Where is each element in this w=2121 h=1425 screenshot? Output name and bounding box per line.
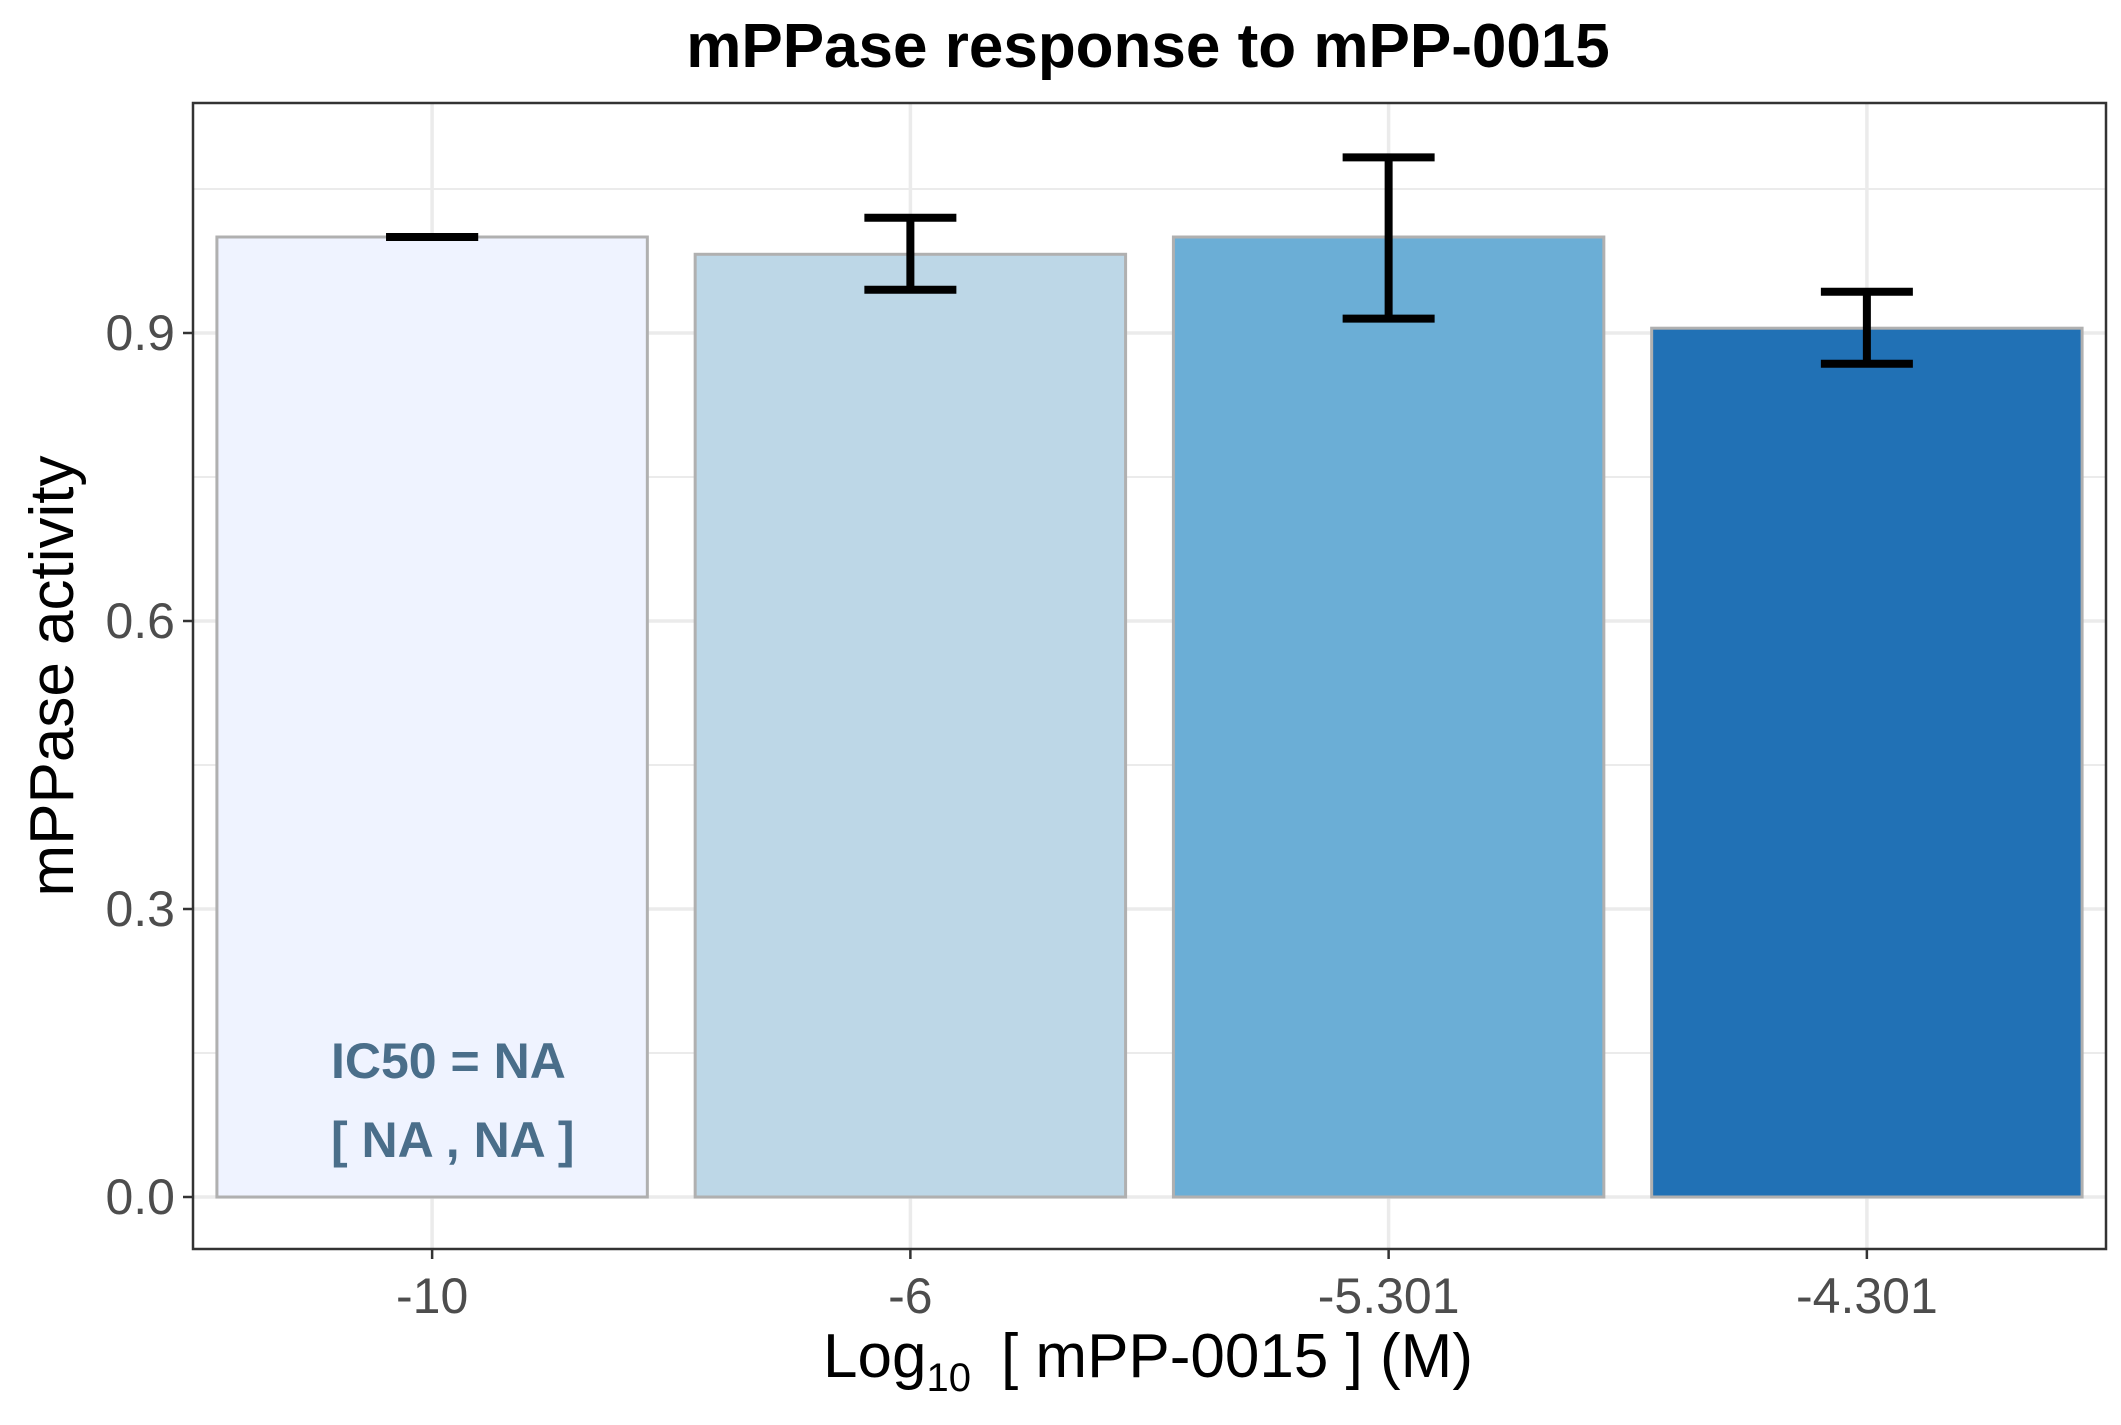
bar--10: [215, 235, 649, 1199]
y-tick-label: 0.0: [105, 1169, 175, 1225]
errorbar--6: [864, 213, 957, 294]
error-bars: [386, 153, 1913, 368]
bar--6: [693, 252, 1128, 1199]
errorbar--5.301: [1342, 153, 1435, 323]
ic50-label: IC50 = NA: [331, 1033, 566, 1089]
x-axis-title: Log10 [ mPP-0015 ] (M): [823, 1322, 1473, 1400]
y-tick-label: 0.9: [105, 305, 175, 361]
bars: [215, 235, 2084, 1199]
ic50-annotation: IC50 = NA [ NA , NA ]: [331, 1033, 574, 1168]
x-axis-title-prefix: Log: [823, 1322, 926, 1391]
chart-title: mPPase response to mPP-0015: [686, 12, 1610, 81]
bar--4.301: [1650, 326, 2084, 1199]
x-axis-title-suffix: [ mPP-0015 ] (M): [1001, 1322, 1473, 1391]
panel-border: [191, 101, 2108, 1251]
x-tick-label: -4.301: [1796, 1268, 1938, 1324]
bar--5.301: [1171, 235, 1606, 1199]
x-tick-label: -6: [888, 1268, 932, 1324]
y-axis: 0.0 0.3 0.6 0.9: [105, 305, 193, 1225]
y-axis-title: mPPase activity: [18, 455, 87, 896]
errorbar--4.301: [1820, 287, 1913, 368]
y-tick-label: 0.3: [105, 881, 175, 937]
x-tick-label: -10: [396, 1268, 468, 1324]
x-axis-title-subscript: 10: [926, 1356, 971, 1400]
x-tick-label: -5.301: [1318, 1268, 1460, 1324]
x-axis: -10 -6 -5.301 -4.301: [396, 1249, 1938, 1324]
y-tick-label: 0.6: [105, 593, 175, 649]
ic50-interval: [ NA , NA ]: [331, 1112, 574, 1168]
